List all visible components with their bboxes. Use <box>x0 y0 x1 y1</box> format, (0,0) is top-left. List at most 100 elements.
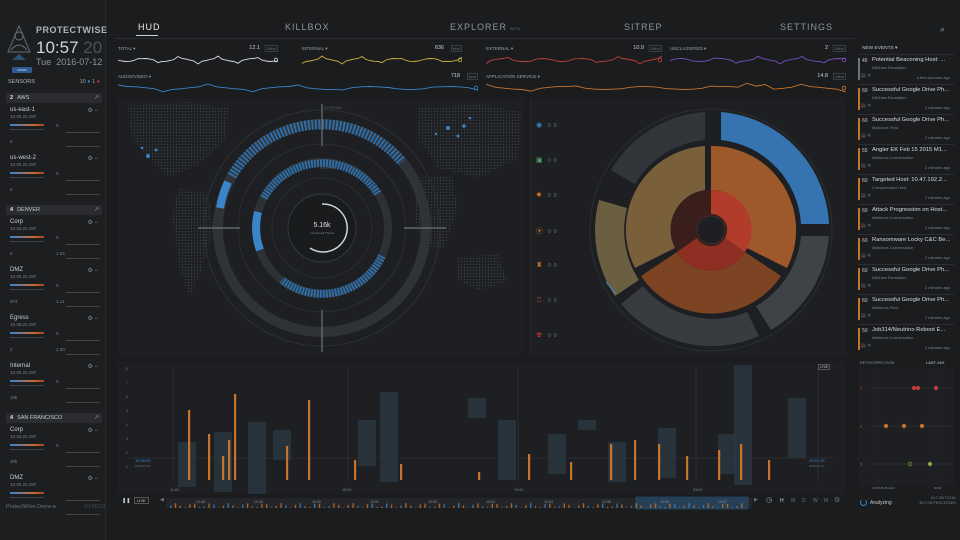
expand-icon[interactable]: ↗ <box>93 95 99 101</box>
pause-button[interactable]: ❚❚ <box>122 498 131 504</box>
tab-explorer[interactable]: EXPLORER BETA <box>450 22 520 32</box>
retro-point <box>907 461 913 467</box>
event-actions-icon[interactable]: ▤ ✕ <box>861 163 872 169</box>
event-item[interactable]: 60 Targeted Host: 10.47.192.2... Compromis… <box>858 174 954 204</box>
new-events-title[interactable]: NEW EVENTS ▾ <box>862 46 898 51</box>
timeline-tick: 23:00 <box>693 488 703 492</box>
sensor-gear-icon[interactable]: ⚙ − <box>87 220 98 226</box>
event-actions-icon[interactable]: ▤ ✕ <box>861 133 872 139</box>
account-footer[interactable]: ProtectWise Demo ▸ 10:55:52 <box>6 504 105 510</box>
sensor-item[interactable]: Corp 10.46.20.187 ⚙ − 0 0 1.04 <box>10 219 100 263</box>
metric-end-dot <box>841 57 846 63</box>
event-item[interactable]: 50 Job314/Neutrino Reboot E... Malicious C… <box>858 324 954 354</box>
event-item[interactable]: 60 Attack Progression on Host... Malicious… <box>858 204 954 234</box>
metric-label[interactable]: APPLICATION SERVICE ▾ <box>486 74 540 79</box>
metric-1[interactable]: INTERNAL ▾ 636 kb/s <box>302 44 462 68</box>
zoom-w-button[interactable]: W <box>813 498 818 504</box>
sensor-item[interactable]: Corp 10.46.20.187 ⚙ − 0 30k <box>10 427 100 471</box>
threat-type-item[interactable]: ▣ 0 0 <box>536 156 557 164</box>
event-item[interactable]: 60 Successful Google Drive Ph... Malicious… <box>858 294 954 324</box>
metric-label[interactable]: AUDIO/VIDEO ▾ <box>118 74 152 79</box>
tab-hud[interactable]: HUD <box>138 22 161 32</box>
metric-2[interactable]: EXTERNAL ▾ 10.9 Mb/s <box>486 44 662 68</box>
event-item[interactable]: 60 Successful Google Drive Ph... Malicious… <box>858 114 954 144</box>
metric-label[interactable]: EXTERNAL ▾ <box>486 46 514 51</box>
expand-icon[interactable]: ↗ <box>93 207 99 213</box>
retro-x-right: NOW <box>934 486 942 490</box>
tab-label: EXPLORER <box>450 22 508 32</box>
metric-label[interactable]: TOTAL ▾ <box>118 46 136 51</box>
event-actions-icon[interactable]: ▤ ✕ <box>861 253 872 259</box>
tab-sitrep[interactable]: SITREP <box>624 22 663 32</box>
scrub-left-icon[interactable]: ◀ <box>160 497 164 503</box>
clock-icon[interactable]: ◷ <box>766 497 773 504</box>
sensor-count-error: 1 <box>92 79 96 85</box>
skull-icon: ☢ <box>536 332 543 339</box>
sensor-group-denver[interactable]: 4 DENVER ↗ <box>6 205 102 215</box>
live-button[interactable]: LIVE <box>134 497 149 504</box>
metric-label[interactable]: UNCLASSIFIED ▾ <box>670 46 707 51</box>
sensor-group-san-francisco[interactable]: 4 SAN FRANCISCO ↗ <box>6 413 102 423</box>
event-actions-icon[interactable]: ▤ ✕ <box>861 103 872 109</box>
event-actions-icon[interactable]: ▤ ✕ <box>861 193 872 199</box>
zoom-m-button[interactable]: M <box>824 498 829 504</box>
metric-end-dot <box>841 85 846 91</box>
sensor-gear-icon[interactable]: ⚙ − <box>87 428 98 434</box>
sensor-item[interactable]: DMZ 10.46.20.187 ⚙ − <box>10 475 100 519</box>
metric-label[interactable]: INTERNAL ▾ <box>302 46 328 51</box>
y-tick: 8 <box>126 367 128 371</box>
sensor-gear-icon[interactable]: ⚙ − <box>87 156 98 162</box>
event-item[interactable]: 45 Potential Beaconing Host: ... Killchain… <box>858 54 954 84</box>
threat-type-item[interactable]: ⦿ 0 0 <box>536 226 557 236</box>
zoom-h-button[interactable]: H <box>780 498 784 504</box>
scrub-right-icon[interactable]: ▶ <box>754 497 758 503</box>
sensor-gear-icon[interactable]: ⚙ − <box>87 316 98 322</box>
sensor-item[interactable]: us-west-2 10.46.20.187 ⚙ − 0 0 <box>10 155 100 199</box>
sensor-item[interactable]: DMZ 10.46.20.187 ⚙ − 0 973 1.11 <box>10 267 100 311</box>
search-icon[interactable]: ⌕ <box>940 24 946 34</box>
event-actions-icon[interactable]: ▤ ✕ <box>861 73 872 79</box>
sensor-group-aws[interactable]: 2 AWS ↗ <box>6 93 102 103</box>
threat-type-item[interactable]: ♜ 0 0 <box>536 261 557 269</box>
timeline-scrubber[interactable]: 10:48 10:49 10:50 10:51 10:52 10:53 10:54 10:55… <box>166 496 752 510</box>
event-item[interactable]: 55 Angler EK Feb 15 2015 M1... Malicious C… <box>858 144 954 174</box>
event-actions-icon[interactable]: ▤ ✕ <box>861 343 872 349</box>
sensor-gear-icon[interactable]: ⚙ − <box>87 364 98 370</box>
metric-0[interactable]: TOTAL ▾ 12.1 Mb/s <box>118 44 278 68</box>
sensor-gear-icon[interactable]: ⚙ − <box>87 268 98 274</box>
metric-4[interactable]: AUDIO/VIDEO ▾ 718 kb/s <box>118 72 478 96</box>
threat-type-item[interactable]: ☢ 0 0 <box>536 331 557 339</box>
sensor-ip: 10.46.20.187 <box>10 114 37 119</box>
threat-count-b: 0 <box>553 123 557 129</box>
event-item[interactable]: 60 Successful Google Drive Ph... Killchain… <box>858 84 954 114</box>
event-actions-icon[interactable]: ▤ ✕ <box>861 283 872 289</box>
threat-type-item[interactable]: ♖ 0 0 <box>536 296 557 304</box>
zoom-d-button[interactable]: D <box>802 498 806 504</box>
tab-settings[interactable]: SETTINGS <box>780 22 833 32</box>
zoom-m-button[interactable]: M <box>791 498 796 504</box>
timeline-start: 10:56:00 2016-07-12 <box>135 458 151 468</box>
sensors-header[interactable]: SENSORS 10 ● 1 ● <box>8 79 100 85</box>
retro-range[interactable]: LAST 24H <box>926 360 945 365</box>
sensor-item[interactable]: Internal 10.46.20.187 ⚙ − 0 10k <box>10 363 100 407</box>
admin-badge[interactable]: ADMIN <box>12 67 32 73</box>
sensor-item[interactable]: us-east-1 10.46.20.187 ⚙ − 0 0 <box>10 107 100 151</box>
tab-killbox[interactable]: KILLBOX <box>285 22 330 32</box>
metric-5[interactable]: APPLICATION SERVICE ▾ 14.8 Mb/s <box>486 72 846 96</box>
event-item[interactable]: 60 Successful Google Drive Ph... Killchain… <box>858 264 954 294</box>
event-actions-icon[interactable]: ▤ ✕ <box>861 223 872 229</box>
event-item[interactable]: 60 Ransomware Locky C&C Be... Malicious Co… <box>858 234 954 264</box>
threat-type-item[interactable]: ◉ 0 0 <box>536 121 557 129</box>
threat-count-b: 0 <box>553 158 557 164</box>
metric-3[interactable]: UNCLASSIFIED ▾ 2 Mb/s <box>670 44 846 68</box>
timeline-histogram: 8 7 6 5 4 3 2 1 <box>126 365 834 502</box>
threat-type-item[interactable]: ✸ 0 0 <box>536 191 557 199</box>
expand-icon[interactable]: ↗ <box>93 415 99 421</box>
sensor-item[interactable]: Egress 10.46.20.187 ⚙ − 0 2 2.30 <box>10 315 100 359</box>
sensor-gear-icon[interactable]: ⚙ − <box>87 476 98 482</box>
event-actions-icon[interactable]: ▤ ✕ <box>861 313 872 319</box>
sensor-gear-icon[interactable]: ⚙ − <box>87 108 98 114</box>
event-time-ago: 2 minutes ago <box>924 255 950 260</box>
settings-gear-icon[interactable]: ⚙ <box>834 497 841 504</box>
